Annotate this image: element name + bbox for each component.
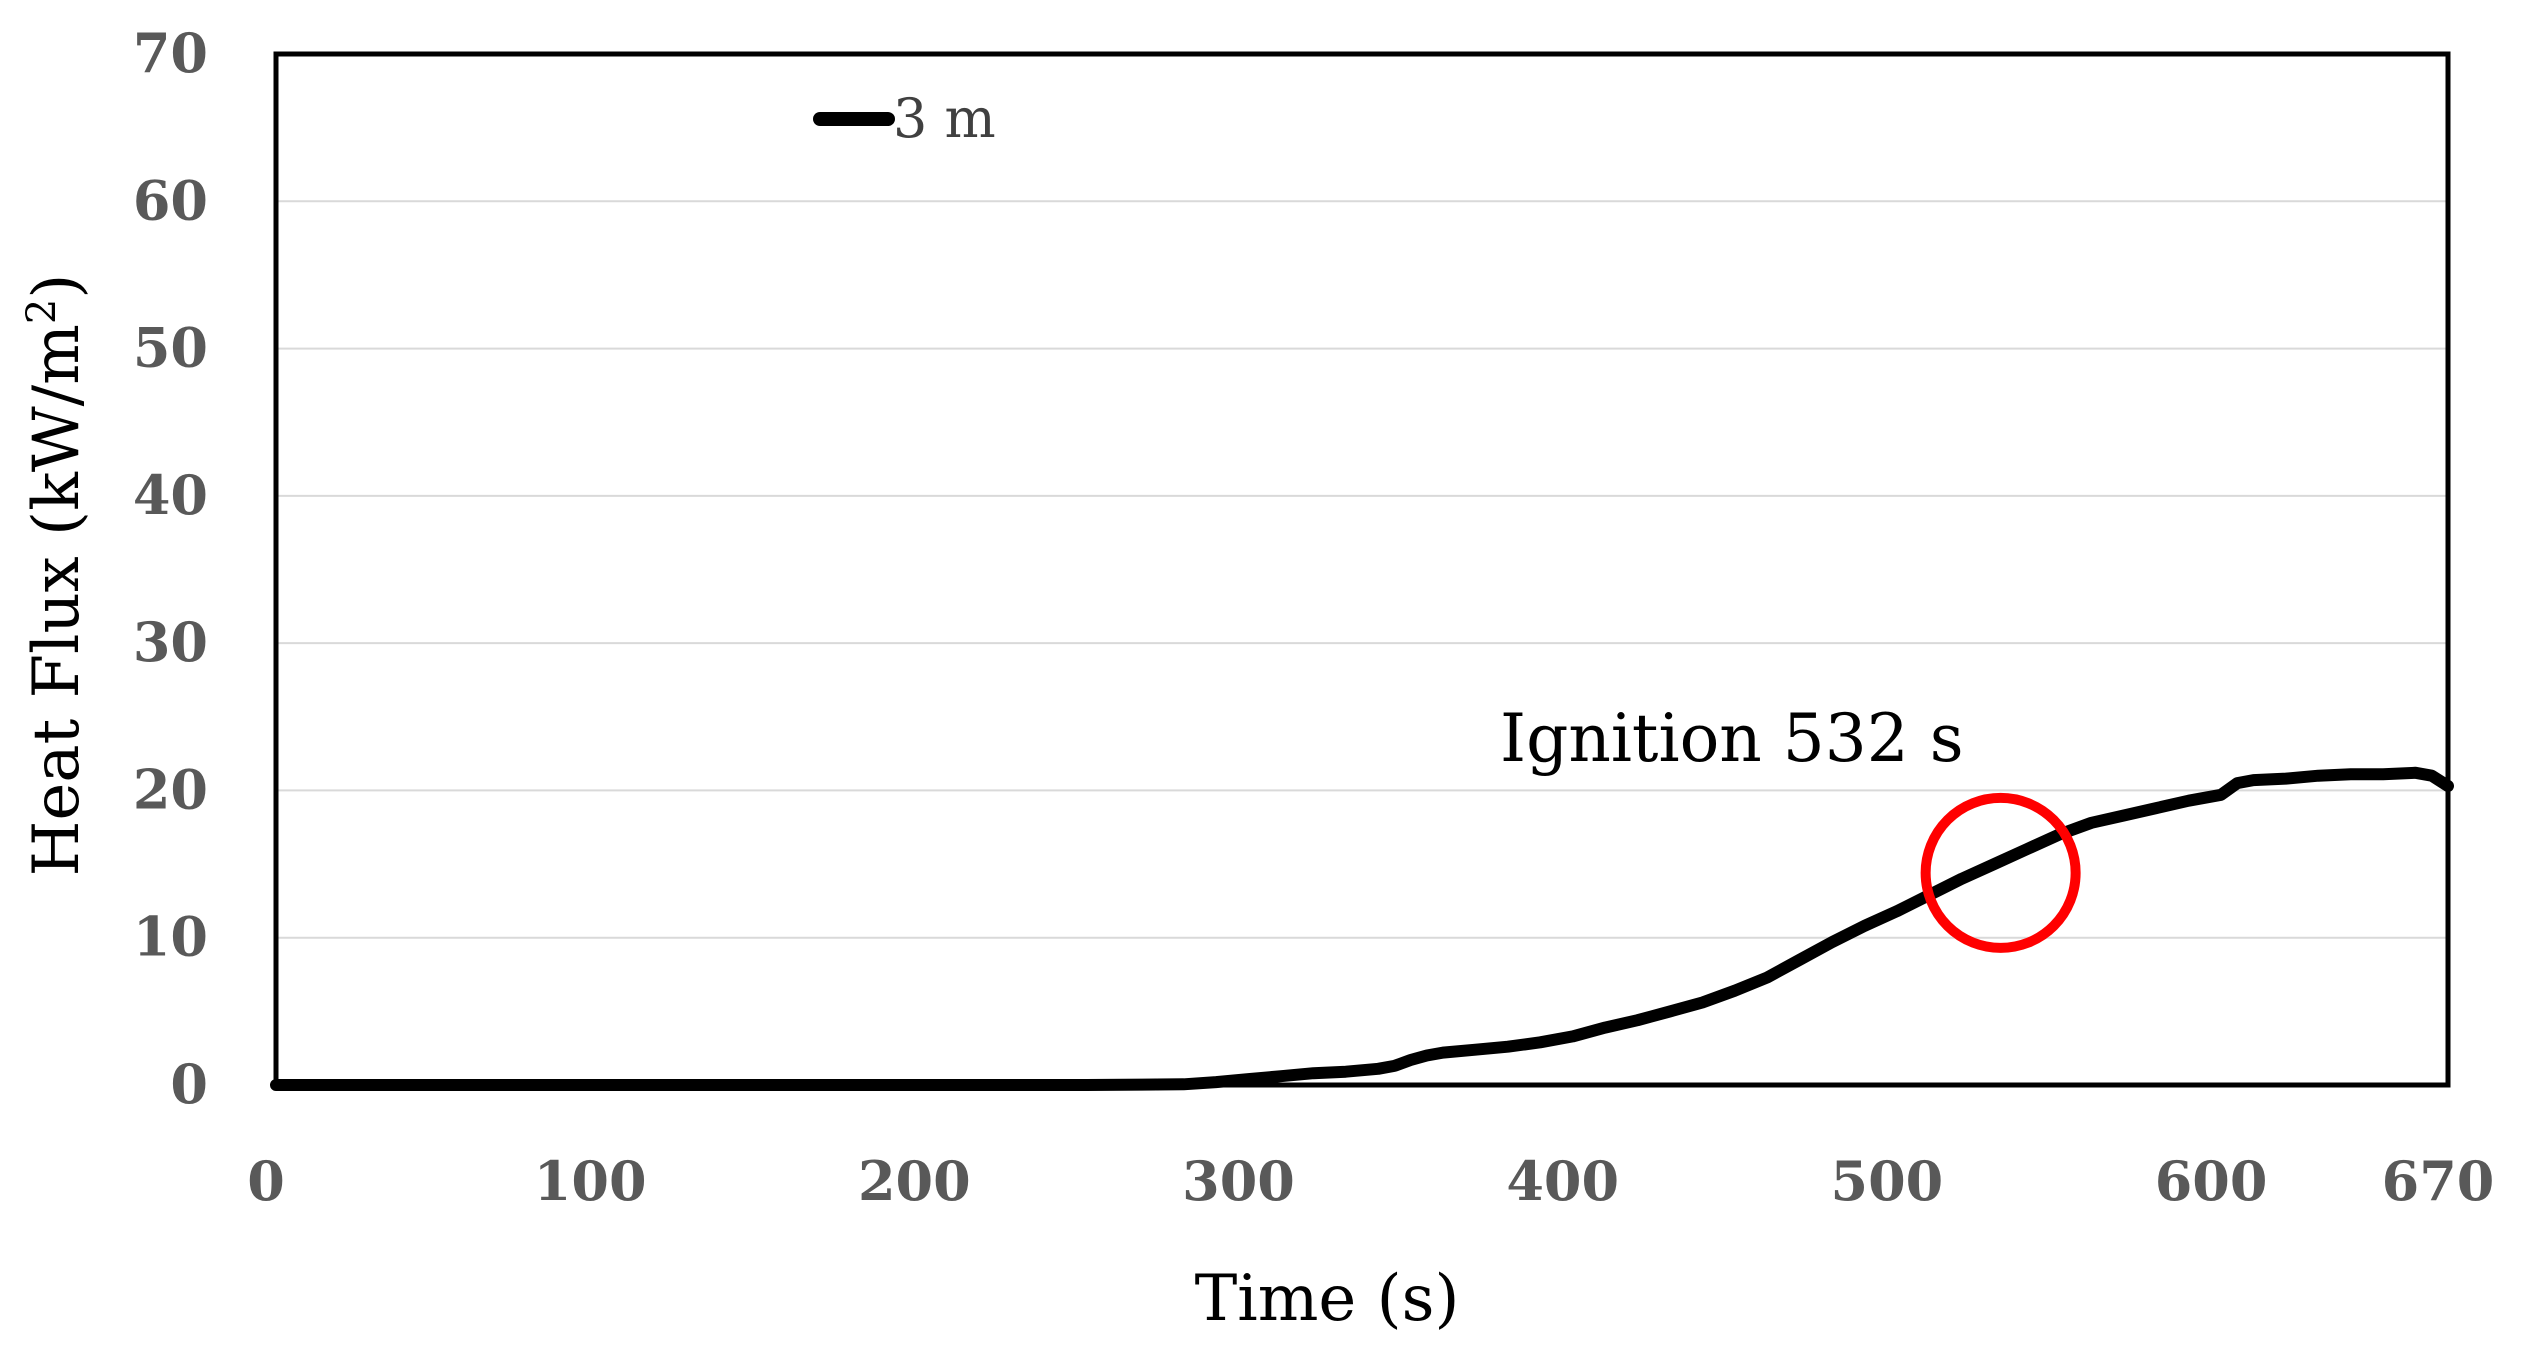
ignition-annotation: Ignition 532 s xyxy=(1500,700,2081,953)
x-tick-label: 670 xyxy=(2382,1149,2495,1213)
x-tick-label: 500 xyxy=(1831,1149,1944,1213)
y-axis-title-close: ) xyxy=(20,274,94,299)
x-tick-label: 300 xyxy=(1182,1149,1295,1213)
y-axis-title-main: Heat Flux (kW/m xyxy=(20,324,94,876)
ignition-annotation-label: Ignition 532 s xyxy=(1500,700,1964,777)
ignition-marker-circle xyxy=(1920,792,2081,953)
x-tick-label: 400 xyxy=(1506,1149,1619,1213)
y-tick-label: 70 xyxy=(133,21,208,85)
y-tick-label: 40 xyxy=(133,463,208,527)
y-axis-title: Heat Flux (kW/m2) xyxy=(19,274,94,877)
y-tick-label: 30 xyxy=(133,610,208,674)
x-tick-label: 200 xyxy=(858,1149,971,1213)
x-axis-ticks: 0 100 200 300 400 500 600 670 xyxy=(247,1149,2494,1213)
plot-area-border xyxy=(273,51,2451,1088)
y-tick-label: 60 xyxy=(133,168,208,232)
series-line-3m xyxy=(270,766,2454,1091)
y-tick-label: 0 xyxy=(170,1052,208,1116)
x-tick-label: 0 xyxy=(247,1149,285,1213)
legend: 3 m xyxy=(813,87,996,150)
x-axis-title: Time (s) xyxy=(1195,1262,1460,1336)
y-tick-label: 20 xyxy=(133,757,208,821)
gridlines xyxy=(276,200,2448,939)
y-tick-label: 10 xyxy=(133,905,208,969)
y-tick-label: 50 xyxy=(133,316,208,380)
x-tick-label: 600 xyxy=(2155,1149,2268,1213)
y-axis-title-superscript: 2 xyxy=(19,299,65,324)
x-tick-label: 100 xyxy=(534,1149,647,1213)
series-layer xyxy=(270,766,2454,1091)
y-axis-ticks: 0 10 20 30 40 50 60 70 xyxy=(133,21,208,1116)
legend-label-3m: 3 m xyxy=(893,87,996,150)
